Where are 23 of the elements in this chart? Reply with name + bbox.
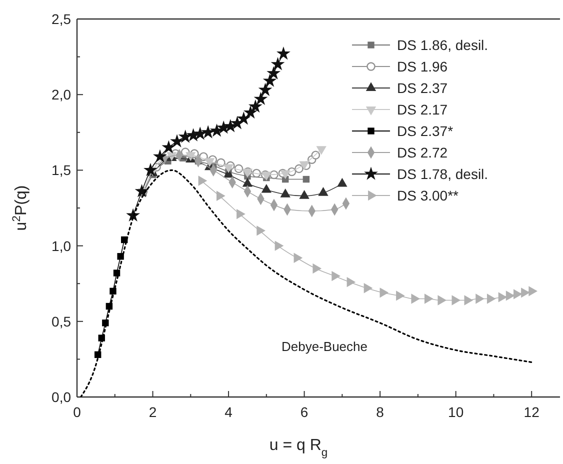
x-tick-label: 6 bbox=[300, 404, 308, 420]
y-tick-label: 1,5 bbox=[52, 162, 72, 178]
x-tick-label: 2 bbox=[148, 404, 157, 420]
legend-label: DS 1.78, desil. bbox=[397, 166, 488, 182]
x-tick-label: 10 bbox=[448, 404, 464, 420]
y-tick-label: 2,5 bbox=[52, 11, 72, 27]
legend-label: DS 1.96 bbox=[397, 58, 448, 74]
y-tick-label: 1,0 bbox=[52, 238, 72, 254]
y-tick-label: 0,5 bbox=[52, 313, 72, 330]
legend-label: DS 1.86, desil. bbox=[397, 37, 488, 53]
x-axis-title: u = q R$_{g}$ bbox=[269, 437, 328, 459]
x-tick-label: 4 bbox=[224, 404, 233, 420]
y-tick-label: 0,0 bbox=[52, 389, 72, 405]
legend-label: DS 2.72 bbox=[397, 144, 448, 160]
annotation: Debye-Bueche bbox=[282, 339, 368, 354]
x-tick-label: 0 bbox=[73, 404, 82, 420]
legend-label: DS 2.37 bbox=[397, 80, 448, 96]
x-tick-label: 8 bbox=[376, 404, 384, 420]
x-tick-label: 12 bbox=[524, 404, 540, 420]
legend-label: DS 2.17 bbox=[397, 102, 448, 118]
legend-label: DS 2.37* bbox=[397, 123, 454, 139]
legend-label: DS 3.00** bbox=[397, 188, 460, 204]
y-tick-label: 2,0 bbox=[52, 86, 72, 103]
